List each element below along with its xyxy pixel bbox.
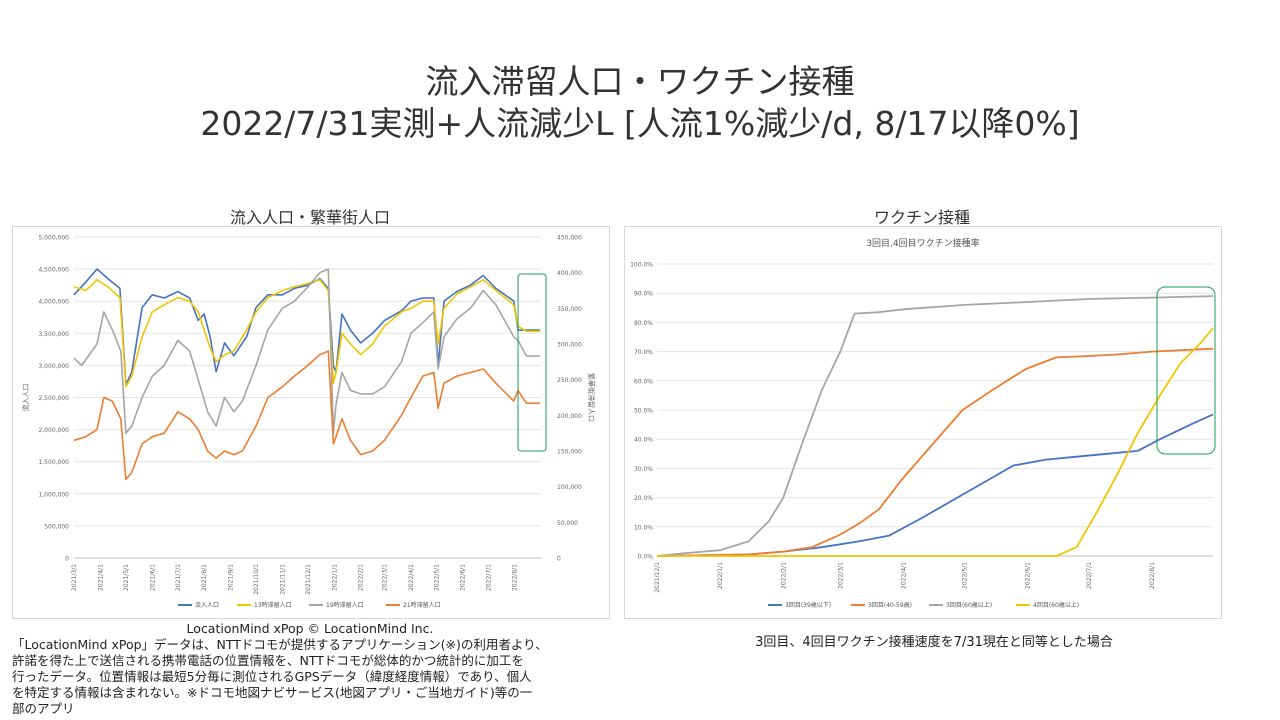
legend-label: 3回目(60歳以上) xyxy=(946,601,992,609)
y-tick-label: 0.0% xyxy=(638,554,654,561)
legend-label: 3回目(39歳以下) xyxy=(785,601,831,609)
x-tick-label: 2021/10/1 xyxy=(253,564,260,595)
x-tick-label: 2022/7/1 xyxy=(485,564,492,591)
x-tick-label: 2021/11/1 xyxy=(279,564,286,595)
y-tick-label: 100.0% xyxy=(630,262,653,269)
x-tick-label: 2021/12/1 xyxy=(654,562,661,593)
x-tick-label: 2021/12/1 xyxy=(305,564,312,595)
x-tick-label: 2022/7/1 xyxy=(1086,562,1093,589)
x-tick-label: 2021/7/1 xyxy=(175,564,182,591)
series-line-1 xyxy=(656,347,1214,557)
right-y-tick-label: 450,000 xyxy=(557,235,582,242)
right-y-tick-label: 200,000 xyxy=(557,413,582,420)
y-tick-label: 60.0% xyxy=(634,378,653,385)
left-y-tick-label: 1,000,000 xyxy=(38,491,69,498)
x-tick-label: 2022/5/1 xyxy=(433,564,440,591)
series-line-2 xyxy=(656,295,1214,557)
x-tick-label: 2022/6/1 xyxy=(1025,562,1032,589)
series-line-3 xyxy=(657,327,1214,557)
x-tick-label: 2021/5/1 xyxy=(123,564,130,591)
highlight-box xyxy=(1156,286,1216,455)
data-source-note-line: 部のアプリ xyxy=(12,701,75,716)
y-tick-label: 90.0% xyxy=(634,291,653,298)
x-tick-label: 2022/8/1 xyxy=(1149,562,1156,589)
data-source-note: 「LocationMind xPop」データは、NTTドコモが提供するアプリケー… xyxy=(12,637,632,717)
left-axis-title: 流入人口 xyxy=(21,384,30,412)
left-y-tick-label: 4,500,000 xyxy=(38,267,69,274)
x-tick-label: 2021/3/1 xyxy=(71,564,78,591)
vaccination-rate-chart: 3回目,4回目ワクチン接種率 0.0% 10.0% 20.0% 30.0% 40.0% 50… xyxy=(630,237,1216,609)
x-tick-label: 2021/8/1 xyxy=(201,564,208,591)
inflow-population-chart: 0 500,000 1,000,000 1,500,000 2,000,000 2,500… xyxy=(21,235,596,610)
left-y-tick-label: 4,000,000 xyxy=(38,299,69,306)
y-tick-label: 10.0% xyxy=(634,524,653,531)
data-source-note-line: 行ったデータ。位置情報は最短5分毎に測位されるGPSデータ（緯度経度情報）であり… xyxy=(12,669,532,684)
x-tick-label: 2022/2/1 xyxy=(780,562,787,589)
x-tick-label: 2022/1/1 xyxy=(717,562,724,589)
right-y-tick-label: 250,000 xyxy=(557,377,582,384)
x-tick-label: 2022/2/1 xyxy=(358,564,365,591)
y-tick-label: 40.0% xyxy=(634,437,653,444)
right-section-title: ワクチン接種 xyxy=(873,208,970,227)
left-y-tick-label: 3,000,000 xyxy=(38,363,69,370)
vaccination-assumption-note: 3回目、4回目ワクチン接種速度を7/31現在と同等とした場合 xyxy=(755,635,1113,650)
series-line-3 xyxy=(73,350,541,481)
x-tick-label: 2022/3/1 xyxy=(837,562,844,589)
y-tick-label: 80.0% xyxy=(634,320,653,327)
series-line-2 xyxy=(73,268,541,434)
x-tick-label: 2021/4/1 xyxy=(97,564,104,591)
legend-label: 13時滞留人口 xyxy=(254,601,292,609)
x-tick-label: 2022/5/1 xyxy=(962,562,969,589)
legend-label: 4回目(60歳以上) xyxy=(1033,601,1079,609)
x-tick-label: 2021/6/1 xyxy=(149,564,156,591)
right-y-tick-label: 400,000 xyxy=(557,270,582,277)
data-source-note-line: 「LocationMind xPop」データは、NTTドコモが提供するアプリケー… xyxy=(12,637,548,652)
x-tick-label: 2022/1/1 xyxy=(331,564,338,591)
x-tick-label: 2022/4/1 xyxy=(900,562,907,589)
legend-label: 流入人口 xyxy=(195,601,219,609)
legend-label: 21時滞留人口 xyxy=(403,601,441,609)
left-y-tick-label: 500,000 xyxy=(44,523,69,530)
series-line-0 xyxy=(73,268,541,386)
legend-label: 3回目(40-59歳) xyxy=(868,601,912,609)
x-tick-label: 2022/3/1 xyxy=(381,564,388,591)
left-y-tick-label: 2,500,000 xyxy=(38,395,69,402)
data-source-note-line: を特定する情報は含まれない。※ドコモ地図ナビサービス(地図アプリ・ご当地ガイド)… xyxy=(12,685,533,700)
x-tick-label: 2022/4/1 xyxy=(408,564,415,591)
left-y-tick-label: 0 xyxy=(65,556,69,563)
x-tick-label: 2021/9/1 xyxy=(228,564,235,591)
y-tick-label: 30.0% xyxy=(634,466,653,473)
data-credit: LocationMind xPop © LocationMind Inc. xyxy=(186,621,434,636)
series-line-1 xyxy=(73,278,541,388)
right-y-tick-label: 50,000 xyxy=(557,520,578,527)
left-y-tick-label: 5,000,000 xyxy=(38,235,69,242)
page-title-line1: 流入滞留人口・ワクチン接種 xyxy=(425,62,855,101)
right-y-tick-label: 150,000 xyxy=(557,449,582,456)
right-y-tick-label: 0 xyxy=(557,556,561,563)
page-title-line2: 2022/7/31実測+人流減少L [人流1%減少/d, 8/17以降0%] xyxy=(200,104,1080,143)
x-tick-label: 2022/6/1 xyxy=(460,564,467,591)
right-y-tick-label: 350,000 xyxy=(557,306,582,313)
left-section-title: 流入人口・繁華街人口 xyxy=(229,208,390,227)
x-tick-label: 2022/8/1 xyxy=(512,564,519,591)
left-y-tick-label: 2,000,000 xyxy=(38,427,69,434)
left-y-tick-label: 1,500,000 xyxy=(38,459,69,466)
chart-title: 3回目,4回目ワクチン接種率 xyxy=(866,237,979,249)
right-chart-frame: 3回目,4回目ワクチン接種率 0.0% 10.0% 20.0% 30.0% 40.0% 50… xyxy=(624,226,1222,619)
left-y-tick-label: 3,500,000 xyxy=(38,331,69,338)
legend-label: 19時滞留人口 xyxy=(326,601,364,609)
left-chart-frame: 0 500,000 1,000,000 1,500,000 2,000,000 2,500… xyxy=(12,226,610,619)
data-source-note-line: 許諾を得た上で送信される携帯電話の位置情報を、NTTドコモが総体的かつ統計的に加… xyxy=(12,653,524,668)
y-tick-label: 50.0% xyxy=(634,408,653,415)
series-line-0 xyxy=(656,413,1214,557)
y-tick-label: 70.0% xyxy=(634,349,653,356)
right-y-tick-label: 100,000 xyxy=(557,484,582,491)
right-axis-title: 繁華街滞留人口 xyxy=(587,373,596,422)
y-tick-label: 20.0% xyxy=(634,495,653,502)
highlight-box xyxy=(517,273,547,452)
right-y-tick-label: 300,000 xyxy=(557,342,582,349)
